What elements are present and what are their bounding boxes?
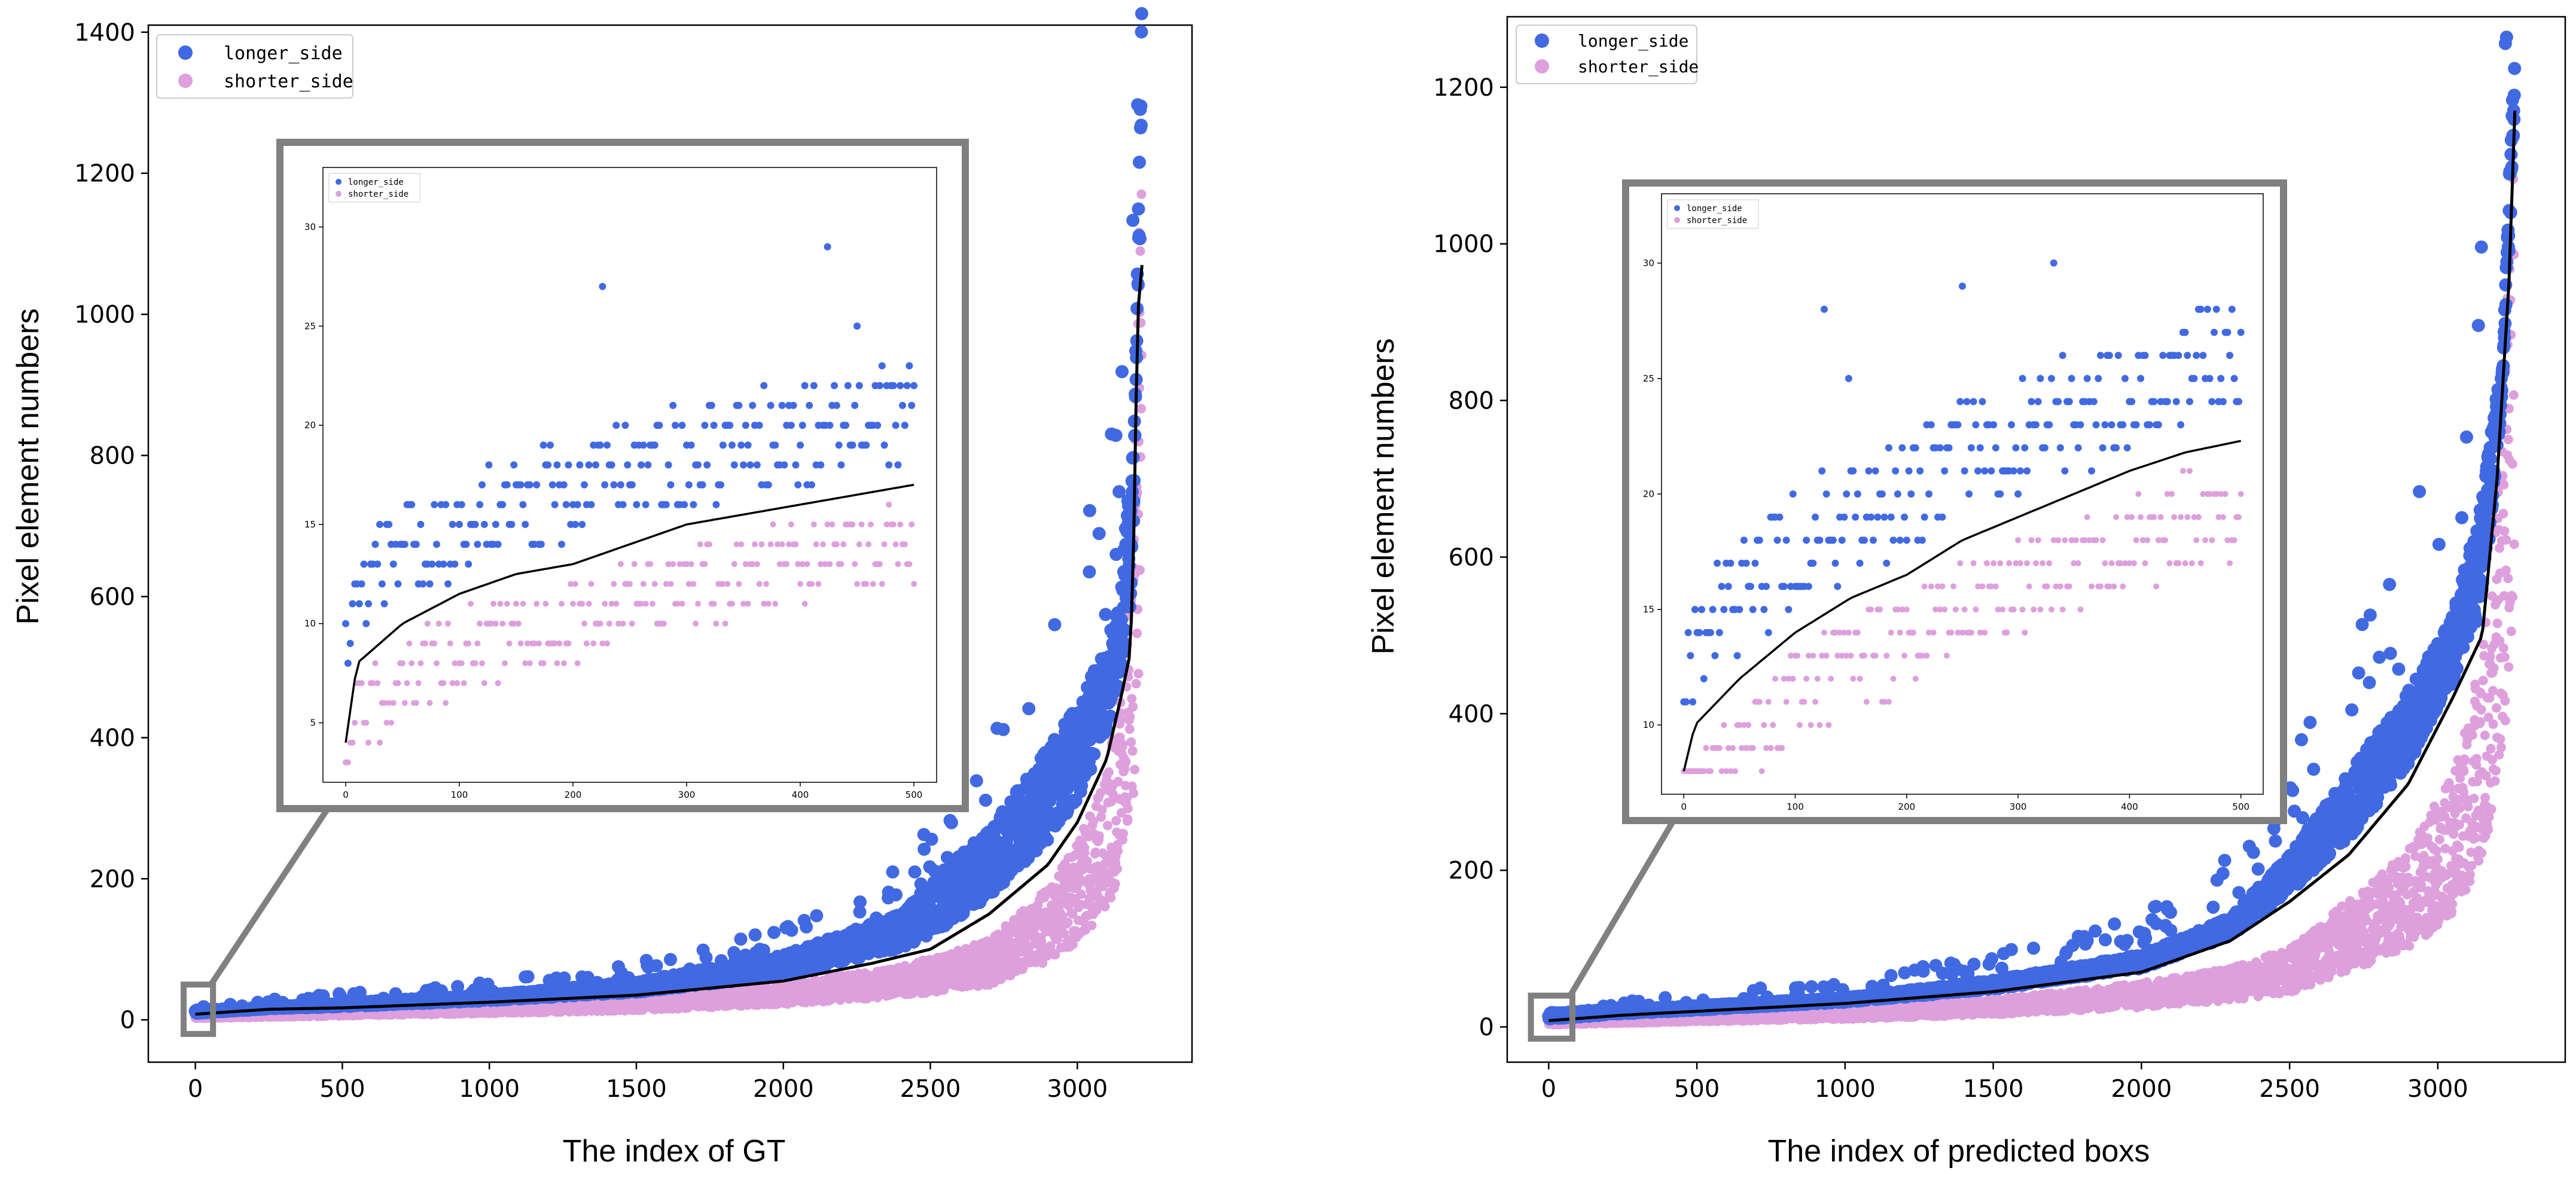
gt-shorter-point <box>1063 917 1073 928</box>
gt-shorter-point <box>1133 669 1144 679</box>
gt-shorter-point <box>1118 739 1128 749</box>
gt-plot-frame <box>147 24 1193 1063</box>
gt-shorter-point <box>1100 902 1110 911</box>
gt-longer-point <box>650 959 663 972</box>
gt-shorter-point <box>1080 847 1090 858</box>
gt-longer-point <box>521 970 535 984</box>
gt-shorter-point <box>1076 889 1086 899</box>
gt-shorter-point <box>1121 757 1131 767</box>
gt-shorter-point <box>1113 846 1123 856</box>
gt-shorter-point <box>1128 702 1138 712</box>
gt-shorter-point <box>1136 189 1147 199</box>
gt-shorter-point <box>1135 246 1145 256</box>
gt-shorter-point <box>1112 864 1123 874</box>
gt-shorter-point <box>1110 879 1120 889</box>
gt-shorter-point <box>1130 764 1140 774</box>
gt-shorter-point <box>1129 788 1139 798</box>
gt-shorter-point <box>1087 920 1097 931</box>
gt-shorter-point <box>1102 821 1112 831</box>
gt-shorter-point <box>1127 746 1138 756</box>
gt-shorter-point <box>1123 814 1133 824</box>
gt-shorter-point <box>1103 767 1114 777</box>
gt-shorter-point <box>1106 892 1116 902</box>
gt-shorter-point <box>1111 816 1121 826</box>
gt-shorter-point <box>1126 737 1136 747</box>
gt-shorter-point <box>1124 724 1135 734</box>
chart-gt: 0 100 200 300 400 50051015202530longer_sidesh… <box>11 7 1193 1169</box>
gt-shorter-point <box>1125 712 1135 722</box>
gt-shorter-point <box>1136 404 1146 414</box>
gt-shorter-point <box>1135 565 1145 575</box>
gt-shorter-point <box>1132 629 1142 638</box>
gt-shorter-point <box>1094 831 1104 841</box>
gt-longer-point <box>664 953 677 966</box>
gt-shorter-point <box>1123 803 1133 813</box>
gt-shorter-point <box>1118 828 1128 838</box>
gt-frame-layer <box>147 24 1193 1063</box>
gt-shorter-point <box>1127 694 1137 704</box>
gt-shorter-point <box>1131 679 1141 689</box>
